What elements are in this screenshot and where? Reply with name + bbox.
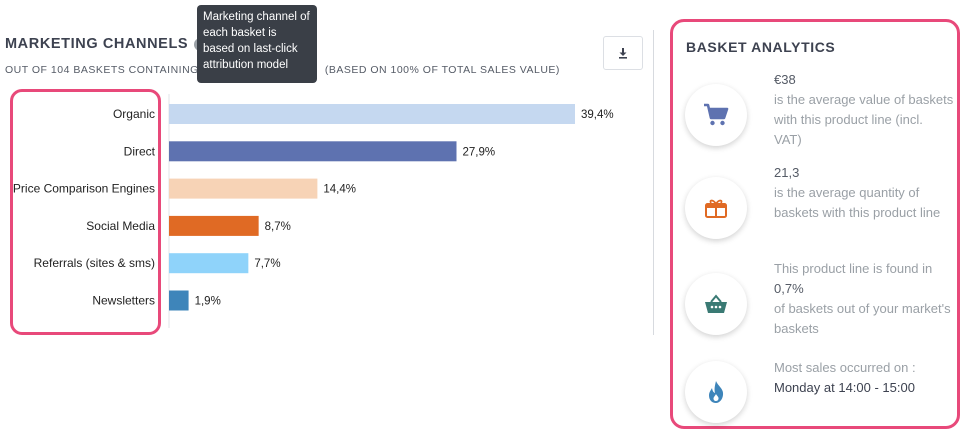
bar-value-label: 39,4% <box>581 109 614 121</box>
category-label: Newsletters <box>92 294 155 308</box>
marketing-channels-bar-chart: Organic 39,4% Direct 27,9% Price Comparison … <box>13 94 614 328</box>
stat-description: of baskets out of your market's baskets <box>774 301 951 336</box>
stat-text: Most sales occurred on : Monday at 14:00… <box>774 358 954 398</box>
cart-icon-circle <box>685 84 747 146</box>
bar-value-label: 1,9% <box>195 296 221 308</box>
panel-title-row: MARKETING CHANNELS i <box>5 36 208 52</box>
basket-analytics-title: BASKET ANALYTICS <box>686 39 836 55</box>
category-label: Referrals (sites & sms) <box>34 256 155 270</box>
stat-day-time: Monday at 14:00 - 15:00 <box>774 378 954 398</box>
subtitle-start: OUT OF 104 BASKETS CONTAINING <box>5 64 199 76</box>
panel-subtitle: OUT OF 104 BASKETS CONTAINING (BASED ON 1… <box>5 64 560 76</box>
stat-value: 21,3 <box>774 165 800 180</box>
category-label: Direct <box>124 144 156 158</box>
stat-value: €38 <box>774 72 796 87</box>
gift-box-icon <box>705 199 727 218</box>
bar[interactable] <box>169 141 457 162</box>
marketing-channels-panel: MARKETING CHANNELS i OUT OF 104 BASKETS … <box>5 5 643 335</box>
stat-description: is the average value of baskets with thi… <box>774 92 954 147</box>
bar-value-label: 7,7% <box>254 258 280 270</box>
stat-description: is the average quantity of baskets with … <box>774 185 941 220</box>
basket-icon-circle <box>685 273 747 335</box>
bar[interactable] <box>169 178 318 199</box>
stat-text: This product line is found in 0,7% of ba… <box>774 259 954 339</box>
panel-title: MARKETING CHANNELS <box>5 36 189 52</box>
panel-divider <box>653 30 654 335</box>
stat-text: €38 is the average value of baskets with… <box>774 70 954 150</box>
stat-value: 0,7% <box>774 281 804 296</box>
flame-icon-circle <box>685 361 747 423</box>
stat-pre-text: Most sales occurred on : <box>774 360 916 375</box>
basket-analytics-panel: BASKET ANALYTICS €38 is the average valu… <box>670 19 960 429</box>
gift-icon-circle <box>685 177 747 239</box>
bar-value-label: 8,7% <box>265 221 291 233</box>
bar-value-label: 27,9% <box>462 146 495 158</box>
stat-at: at <box>823 380 835 395</box>
category-label: Price Comparison Engines <box>13 182 155 196</box>
category-label: Social Media <box>86 219 155 233</box>
subtitle-end: (BASED ON 100% OF TOTAL SALES VALUE) <box>324 64 560 76</box>
download-icon <box>619 48 627 59</box>
bar[interactable] <box>169 215 259 236</box>
shopping-cart-icon <box>704 103 729 126</box>
stat-pre-text: This product line is found in <box>774 261 933 276</box>
category-labels-highlight <box>10 89 161 335</box>
bar[interactable] <box>169 104 575 124</box>
bar[interactable] <box>169 290 189 311</box>
stat-text: 21,3 is the average quantity of baskets … <box>774 163 954 223</box>
category-label: Organic <box>113 107 155 121</box>
basket-icon <box>705 294 727 313</box>
bar[interactable] <box>169 253 249 274</box>
bar-value-label: 14,4% <box>323 184 356 196</box>
download-button[interactable] <box>603 36 643 70</box>
info-tooltip: Marketing channel of each basket is base… <box>197 5 317 83</box>
flame-icon <box>709 381 724 403</box>
stat-day: Monday <box>774 380 821 395</box>
stat-time: 14:00 - 15:00 <box>838 380 915 395</box>
